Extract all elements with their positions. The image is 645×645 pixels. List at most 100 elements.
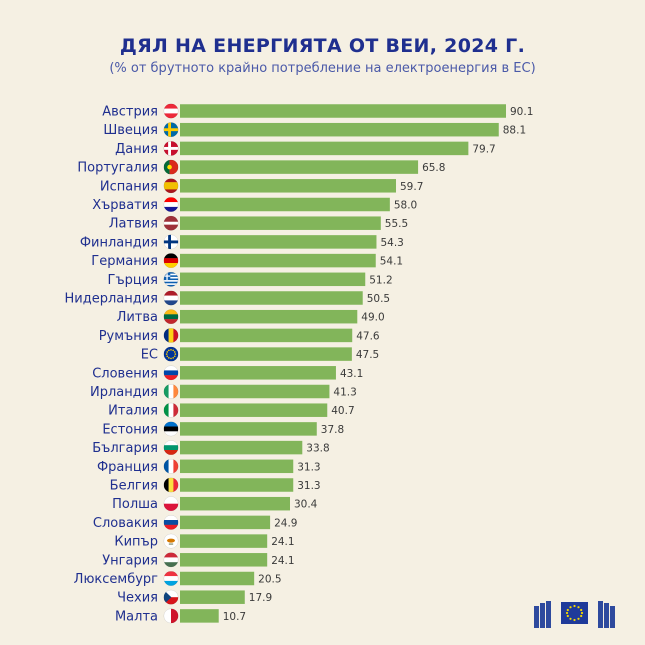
value-label: 31.3 [297, 461, 320, 473]
bar [180, 197, 390, 212]
bar [180, 216, 381, 230]
germany-flag-icon [163, 253, 179, 269]
bar-row: България 33.8 [92, 440, 330, 456]
value-label: 50.5 [367, 293, 390, 305]
value-label: 79.7 [472, 143, 495, 155]
romania-flag-icon [163, 327, 179, 343]
bar-row: Испания 59.7 [100, 178, 423, 194]
value-label: 41.3 [333, 387, 356, 399]
denmark-flag-icon [163, 140, 179, 156]
bar [180, 478, 294, 492]
value-label: 33.8 [306, 443, 329, 455]
bar [180, 104, 506, 118]
bar-row: Словения 43.1 [92, 365, 363, 381]
bar-row: Португалия 65.8 [77, 159, 445, 176]
bar-row: Словакия 24.9 [93, 514, 297, 531]
cyprus-flag-icon [163, 533, 179, 549]
country-label: Словения [92, 366, 158, 381]
bar-row: Нидерландия 50.5 [65, 290, 390, 307]
country-label: Малта [115, 609, 158, 624]
value-label: 40.7 [331, 405, 354, 417]
value-label: 20.5 [258, 574, 281, 586]
malta-flag-icon [163, 608, 179, 624]
luxembourg-flag-icon [163, 571, 179, 586]
country-label: Португалия [77, 161, 158, 176]
lithuania-flag-icon [163, 309, 179, 325]
bar [180, 440, 303, 455]
bar-row: ЕС 47.5 [141, 346, 379, 363]
portugal-flag-icon [163, 159, 179, 175]
finland-flag-icon [163, 234, 179, 250]
bar [180, 347, 352, 361]
bar-row: Ирландия 41.3 [90, 384, 357, 400]
country-label: Белгия [110, 479, 158, 494]
bar [180, 253, 376, 268]
belgium-flag-icon [163, 477, 179, 493]
bar [180, 160, 419, 174]
country-label: Финландия [80, 235, 158, 250]
value-label: 17.9 [249, 592, 272, 604]
bar-row: Хърватия 58.0 [92, 197, 417, 213]
bar [180, 122, 499, 137]
bar [180, 309, 358, 324]
value-label: 31.3 [297, 480, 320, 492]
bar-row: Австрия 90.1 [102, 103, 533, 120]
country-label: Румъния [99, 329, 158, 344]
bar [180, 272, 366, 287]
bar-row: Люксембург 20.5 [74, 571, 282, 587]
bar [180, 590, 245, 604]
bar-row: Франция 31.3 [97, 458, 321, 475]
latvia-flag-icon [163, 215, 179, 231]
bar [180, 384, 330, 399]
country-label: Хърватия [92, 198, 158, 213]
european-commission-logo [534, 601, 615, 628]
italy-flag-icon [163, 402, 179, 418]
bar [180, 235, 377, 249]
value-label: 24.1 [271, 555, 294, 567]
chart-title: ДЯЛ НА ЕНЕРГИЯТА ОТ ВЕИ, 2024 Г. [119, 35, 526, 57]
value-label: 54.3 [380, 237, 403, 249]
bar [180, 422, 317, 436]
country-label: Словакия [93, 516, 158, 531]
bar-row: Кипър 24.1 [114, 533, 295, 550]
bar-row: Унгария 24.1 [102, 552, 295, 568]
bar [180, 515, 271, 530]
value-label: 88.1 [503, 125, 526, 137]
country-label: Италия [108, 404, 158, 419]
country-label: Австрия [102, 105, 158, 120]
country-label: Естония [102, 422, 158, 437]
country-label: Франция [97, 460, 158, 475]
croatia-flag-icon [163, 197, 179, 212]
bar [180, 328, 353, 343]
czechia-flag-icon [163, 589, 179, 605]
country-label: Швеция [103, 123, 158, 138]
bar-row: Чехия 17.9 [117, 589, 272, 606]
hungary-flag-icon [163, 552, 179, 568]
poland-flag-icon [163, 496, 179, 512]
bar [180, 459, 294, 474]
bulgaria-flag-icon [163, 440, 179, 456]
value-label: 54.1 [380, 256, 403, 268]
country-label: Дания [115, 142, 158, 157]
ireland-flag-icon [163, 384, 179, 399]
slovakia-flag-icon [163, 514, 179, 530]
bar-row: Дания 79.7 [115, 140, 496, 157]
bar-row: Италия 40.7 [108, 402, 355, 419]
country-label: Кипър [114, 535, 158, 550]
country-label: Люксембург [74, 572, 158, 587]
bar-row: Белгия 31.3 [110, 477, 321, 494]
value-label: 59.7 [400, 181, 423, 193]
bar-row: Гърция 51.2 [108, 271, 393, 288]
value-label: 58.0 [394, 200, 417, 212]
bar-row: Литва 49.0 [117, 309, 385, 325]
value-label: 65.8 [422, 162, 445, 174]
sweden-flag-icon [163, 122, 179, 138]
country-label: Ирландия [90, 385, 158, 400]
france-flag-icon [163, 458, 179, 474]
value-label: 24.9 [274, 517, 297, 529]
value-label: 24.1 [271, 536, 294, 548]
country-label: Нидерландия [65, 292, 159, 307]
spain-flag-icon [163, 178, 179, 194]
bar-row: Малта 10.7 [115, 608, 246, 624]
